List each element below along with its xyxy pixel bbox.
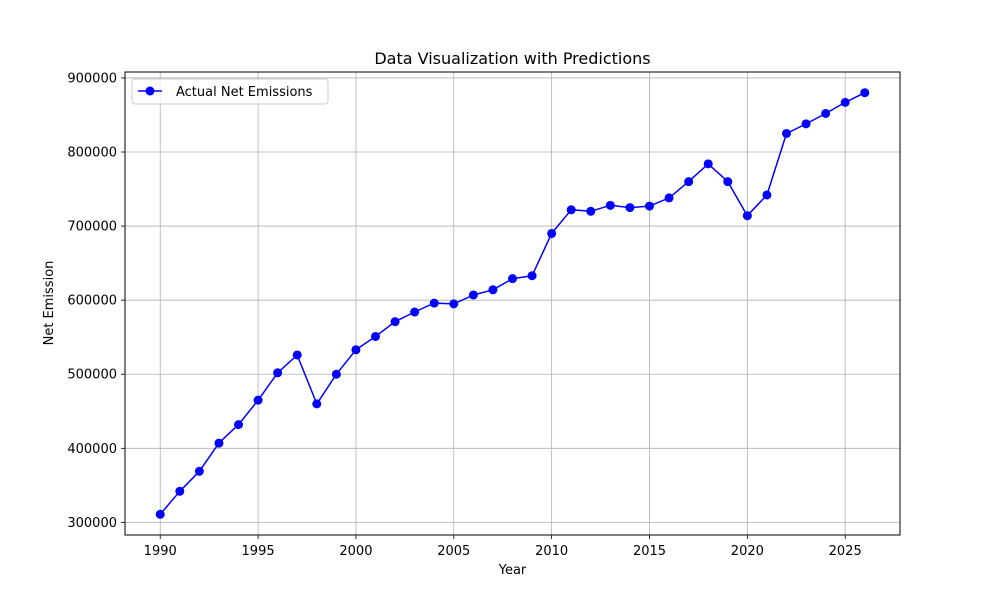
- legend-box: [131, 78, 329, 105]
- data-point: [194, 466, 204, 476]
- data-point: [253, 395, 263, 405]
- data-point: [566, 205, 576, 215]
- data-point: [429, 298, 439, 308]
- data-point: [155, 509, 165, 519]
- data-point: [488, 285, 498, 295]
- chart-title: Data Visualization with Predictions: [374, 49, 650, 68]
- data-point: [508, 274, 517, 284]
- legend: Actual Net Emissions: [131, 78, 329, 105]
- series-line: [159, 92, 866, 515]
- data-point: [410, 307, 420, 317]
- x-tick-label: 2005: [437, 544, 470, 559]
- y-axis: 300000 400000 500000 600000 700000 800000 9000…: [67, 71, 125, 531]
- data-point: [547, 228, 557, 238]
- x-tick-label: 2010: [535, 544, 568, 559]
- data-point: [292, 350, 302, 360]
- series: [155, 88, 870, 519]
- legend-label: Actual Net Emissions: [176, 85, 313, 100]
- x-tick-label: 1990: [144, 544, 177, 559]
- x-axis-label: Year: [498, 563, 527, 578]
- y-tick-label: 800000: [67, 146, 117, 161]
- data-point: [351, 345, 361, 355]
- data-point: [644, 201, 654, 211]
- data-point: [860, 88, 870, 98]
- grid: [125, 72, 900, 535]
- data-point: [723, 177, 733, 187]
- data-point: [214, 438, 224, 448]
- data-point: [821, 108, 831, 118]
- data-point: [312, 399, 322, 409]
- data-point: [371, 331, 381, 341]
- data-point: [468, 290, 478, 300]
- data-point: [605, 200, 615, 210]
- data-point: [762, 190, 772, 200]
- data-point: [586, 206, 596, 216]
- y-tick-label: 700000: [67, 220, 117, 235]
- data-point: [742, 211, 752, 221]
- data-point: [684, 177, 694, 187]
- x-axis: 1990 1995 2000 2005 2010 2015 2020 2025: [144, 535, 862, 559]
- plot-area-frame: [124, 71, 901, 536]
- data-point: [331, 369, 341, 379]
- data-point: [175, 486, 185, 496]
- data-point: [273, 368, 283, 378]
- data-point: [449, 299, 459, 309]
- x-tick-label: 1995: [242, 544, 275, 559]
- data-point: [625, 203, 635, 213]
- x-tick-label: 2020: [731, 544, 764, 559]
- data-point: [801, 119, 811, 129]
- y-tick-label: 900000: [67, 71, 117, 86]
- y-tick-label: 400000: [67, 442, 117, 457]
- y-tick-label: 600000: [67, 294, 117, 309]
- x-tick-label: 2025: [829, 544, 862, 559]
- data-point: [527, 271, 537, 281]
- data-point: [840, 97, 850, 107]
- data-point: [390, 317, 400, 327]
- data-point: [664, 193, 674, 203]
- y-tick-label: 500000: [67, 368, 117, 383]
- data-point: [234, 420, 244, 430]
- data-point: [703, 159, 713, 169]
- x-tick-label: 2000: [339, 544, 372, 559]
- legend-marker-swatch: [145, 86, 155, 96]
- data-point: [781, 128, 791, 138]
- x-tick-label: 2015: [633, 544, 666, 559]
- y-axis-label: Net Emission: [42, 261, 57, 346]
- y-tick-label: 300000: [67, 516, 117, 531]
